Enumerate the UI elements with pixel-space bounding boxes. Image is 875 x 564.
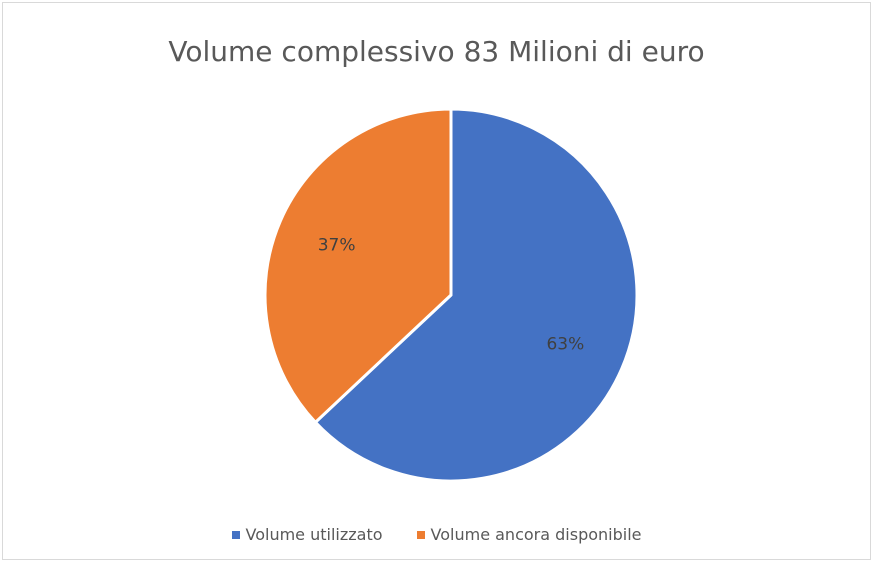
legend-item-volume-ancora-disponibile: Volume ancora disponibile xyxy=(416,525,642,544)
legend: Volume utilizzato Volume ancora disponib… xyxy=(3,525,870,544)
legend-swatch-volume-utilizzato xyxy=(231,530,240,539)
legend-swatch-volume-ancora-disponibile xyxy=(416,530,425,539)
pie-label-volume-ancora-disponibile: 37% xyxy=(318,236,356,256)
pie-slice-volume-ancora-disponibile xyxy=(263,107,453,424)
pie-labels: 63% 37% xyxy=(318,236,585,355)
legend-item-volume-utilizzato: Volume utilizzato xyxy=(231,525,383,544)
pie-chart: 63% 37% xyxy=(263,107,639,483)
legend-label-volume-utilizzato: Volume utilizzato xyxy=(245,525,383,544)
legend-label-volume-ancora-disponibile: Volume ancora disponibile xyxy=(430,525,642,544)
pie-slice-volume-utilizzato xyxy=(313,107,639,483)
chart-title: Volume complessivo 83 Milioni di euro xyxy=(168,35,705,68)
pie-slices xyxy=(263,107,639,483)
pie-label-volume-utilizzato: 63% xyxy=(546,334,584,354)
